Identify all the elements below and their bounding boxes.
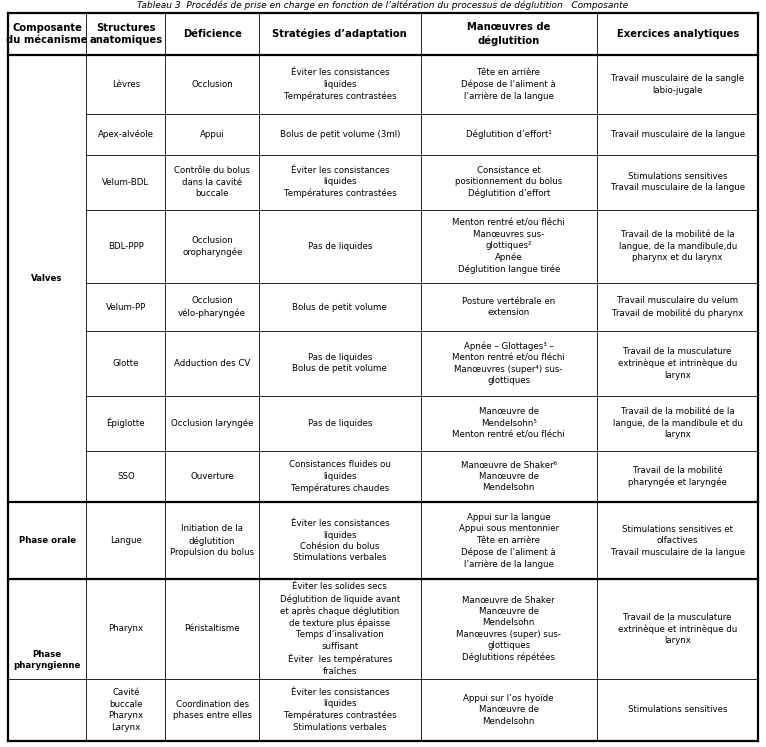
- Text: Posture vertébrale en
extension: Posture vertébrale en extension: [462, 297, 555, 317]
- Text: SSO: SSO: [117, 472, 135, 481]
- Text: Travail musculaire de la sangle
labio-jugale: Travail musculaire de la sangle labio-ju…: [611, 75, 745, 95]
- Text: Appui sur l’os hyoïde
Manœuvre de
Mendelsohn: Appui sur l’os hyoïde Manœuvre de Mendel…: [463, 694, 554, 726]
- Text: Occlusion: Occlusion: [192, 80, 233, 89]
- Text: Manœuvre de Shaker
Manœuvre de
Mendelsohn
Manœuvres (super) sus-
glottiques
Dégl: Manœuvre de Shaker Manœuvre de Mendelsoh…: [457, 595, 561, 663]
- Text: Appui: Appui: [200, 130, 224, 139]
- Text: Travail musculaire de la langue: Travail musculaire de la langue: [611, 130, 745, 139]
- Text: Stimulations sensitives: Stimulations sensitives: [628, 705, 728, 714]
- Text: Travail de la mobilité
pharyngée et laryngée: Travail de la mobilité pharyngée et lary…: [628, 466, 727, 487]
- Text: Éviter les consistances
liquides
Cohésion du bolus
Stimulations verbales: Éviter les consistances liquides Cohésio…: [290, 519, 389, 562]
- Text: Pas de liquides
Bolus de petit volume: Pas de liquides Bolus de petit volume: [293, 353, 387, 374]
- Text: Éviter les consistances
liquides
Températures contrastées: Éviter les consistances liquides Tempéra…: [283, 166, 396, 199]
- Text: Éviter les consistances
liquides
Températures contrastées: Éviter les consistances liquides Tempéra…: [283, 69, 396, 101]
- Text: Phase orale: Phase orale: [18, 536, 76, 545]
- Text: Composante
du mécanisme: Composante du mécanisme: [6, 22, 88, 46]
- Text: Lèvres: Lèvres: [112, 80, 140, 89]
- Text: Épiglotte: Épiglotte: [106, 418, 146, 429]
- Text: Apnée – Glottages³ –
Menton rentré et/ou fléchi
Manœuvres (super⁴) sus-
glottiqu: Apnée – Glottages³ – Menton rentré et/ou…: [453, 341, 565, 385]
- Text: Appui sur la langue
Appui sous mentonnier
Tête en arrière
Dépose de l’aliment à
: Appui sur la langue Appui sous mentonnie…: [459, 512, 559, 569]
- Text: Déficience: Déficience: [183, 29, 241, 39]
- Text: Travail de la musculature
extrinèque et intrinèque du
larynx: Travail de la musculature extrinèque et …: [618, 613, 737, 645]
- Text: Menton rentré et/ou fléchi
Manœuvres sus-
glottiques²
Apnée
Déglutition langue t: Menton rentré et/ou fléchi Manœuvres sus…: [453, 218, 565, 274]
- Text: Structures
anatomiques: Structures anatomiques: [90, 22, 162, 46]
- Text: Éviter les solides secs
Déglutition de liquide avant
et après chaque déglutition: Éviter les solides secs Déglutition de l…: [280, 583, 400, 675]
- Text: Exercices analytiques: Exercices analytiques: [617, 29, 738, 39]
- Text: Manœuvre de
Mendelsohn⁵
Menton rentré et/ou fléchi: Manœuvre de Mendelsohn⁵ Menton rentré et…: [453, 407, 565, 439]
- Text: Ouverture: Ouverture: [190, 472, 234, 481]
- Text: Travail musculaire du velum
Travail de mobilité du pharynx: Travail musculaire du velum Travail de m…: [612, 297, 743, 317]
- Text: Travail de la mobilité de la
langue, de la mandibule,du
pharynx et du larynx: Travail de la mobilité de la langue, de …: [618, 231, 737, 262]
- Text: Occlusion laryngée: Occlusion laryngée: [171, 418, 254, 428]
- Text: Coordination des
phases entre elles: Coordination des phases entre elles: [172, 700, 252, 720]
- Text: Pas de liquides: Pas de liquides: [308, 242, 372, 251]
- Text: Pas de liquides: Pas de liquides: [308, 418, 372, 428]
- Text: Cavité
buccale
Pharynx
Larynx: Cavité buccale Pharynx Larynx: [108, 688, 143, 731]
- Text: Manœuvre de Shaker⁶
Manœuvre de
Mendelsohn: Manœuvre de Shaker⁶ Manœuvre de Mendelso…: [460, 460, 557, 492]
- Text: Bolus de petit volume (3ml): Bolus de petit volume (3ml): [280, 130, 400, 139]
- Text: Phase
pharyngienne: Phase pharyngienne: [13, 650, 80, 671]
- Text: Éviter les consistances
liquides
Températures contrastées
Stimulations verbales: Éviter les consistances liquides Tempéra…: [283, 688, 396, 732]
- Text: Glotte: Glotte: [113, 359, 139, 368]
- Text: Déglutition d’effort¹: Déglutition d’effort¹: [466, 129, 552, 139]
- Text: Stimulations sensitives et
olfactives
Travail musculaire de la langue: Stimulations sensitives et olfactives Tr…: [611, 525, 745, 557]
- Text: Consistances fluides ou
liquides
Températures chaudes: Consistances fluides ou liquides Tempéra…: [289, 460, 391, 493]
- Text: Pharynx: Pharynx: [108, 624, 143, 633]
- Text: Manœuvres de
déglutition: Manœuvres de déglutition: [467, 22, 551, 46]
- Text: Stimulations sensitives
Travail musculaire de la langue: Stimulations sensitives Travail musculai…: [611, 172, 745, 192]
- Text: Adduction des CV: Adduction des CV: [174, 359, 250, 368]
- Text: Tableau 3  Procédés de prise en charge en fonction de l’altération du processus : Tableau 3 Procédés de prise en charge en…: [137, 0, 629, 10]
- Text: Valves: Valves: [31, 274, 63, 283]
- Text: Velum-BDL: Velum-BDL: [103, 178, 149, 187]
- Text: Occlusion
oropharyngée: Occlusion oropharyngée: [182, 236, 242, 257]
- Text: Bolus de petit volume: Bolus de petit volume: [293, 303, 387, 311]
- Text: Langue: Langue: [110, 536, 142, 545]
- Text: Initiation de la
déglutition
Propulsion du bolus: Initiation de la déglutition Propulsion …: [170, 524, 254, 557]
- Text: Travail de la musculature
extrinèque et intrinèque du
larynx: Travail de la musculature extrinèque et …: [618, 347, 737, 379]
- Text: Péristaltisme: Péristaltisme: [185, 624, 240, 633]
- Text: Contrôle du bolus
dans la cavité
buccale: Contrôle du bolus dans la cavité buccale: [174, 166, 250, 198]
- Text: Travail de la mobilité de la
langue, de la mandibule et du
larynx: Travail de la mobilité de la langue, de …: [613, 407, 742, 439]
- Text: Stratégies d’adaptation: Stratégies d’adaptation: [273, 28, 408, 40]
- Text: Velum-PP: Velum-PP: [106, 303, 146, 311]
- Text: Occlusion
vélo-pharyngée: Occlusion vélo-pharyngée: [178, 297, 246, 317]
- Text: Consistance et
positionnement du bolus
Déglutition d’effort: Consistance et positionnement du bolus D…: [455, 166, 562, 199]
- Text: Tête en arrière
Dépose de l’aliment à
l’arrière de la langue: Tête en arrière Dépose de l’aliment à l’…: [461, 68, 556, 102]
- Text: BDL-PPP: BDL-PPP: [108, 242, 144, 251]
- Text: Apex-alvéole: Apex-alvéole: [98, 129, 154, 139]
